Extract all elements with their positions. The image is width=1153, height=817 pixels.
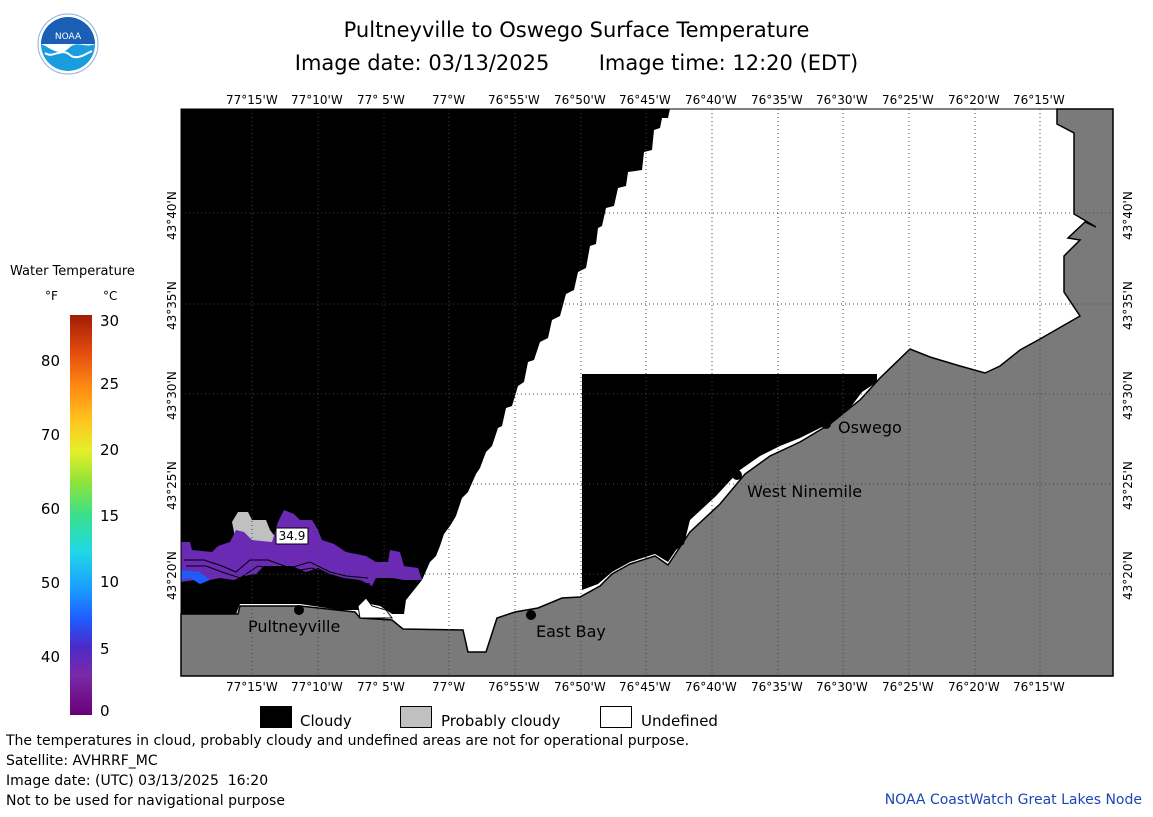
noaa-logo-icon: NOAA bbox=[37, 13, 99, 75]
place-label-west-ninemile: West Ninemile bbox=[747, 482, 863, 501]
cloudy-area-west bbox=[181, 109, 670, 614]
temperature-contour-line bbox=[184, 559, 371, 585]
lon-label: 76°20'W bbox=[948, 93, 1000, 107]
temperature-readout-box bbox=[275, 527, 309, 545]
disclaimer-note: The temperatures in cloud, probably clou… bbox=[6, 733, 690, 749]
lon-label: 76°25'W bbox=[882, 93, 934, 107]
utc-date-note: Image date: (UTC) 03/13/2025 16:20 bbox=[6, 773, 269, 789]
legend-unit-celsius: °C bbox=[103, 289, 118, 303]
lon-label: 77°10'W bbox=[291, 680, 343, 694]
legend-tick-c: 5 bbox=[100, 640, 110, 658]
lon-label: 76°55'W bbox=[488, 680, 540, 694]
map-gridlines bbox=[181, 109, 1113, 676]
west-ninemile-marker[interactable] bbox=[732, 470, 742, 480]
oswego-marker[interactable] bbox=[821, 419, 831, 429]
legend-tick-c: 15 bbox=[100, 507, 120, 525]
lat-label: 43°25'N bbox=[1121, 461, 1135, 510]
image-time: Image time: 12:20 (EDT) bbox=[598, 51, 859, 75]
legend-tick-c: 20 bbox=[100, 441, 120, 459]
lat-label: 43°40'N bbox=[1121, 191, 1135, 240]
image-datetime: Image date: 03/13/2025 Image time: 12:20… bbox=[0, 51, 1153, 75]
legend-title: Water Temperature bbox=[10, 264, 135, 279]
lat-label: 43°35'N bbox=[165, 281, 179, 330]
legend-label-cloudy: Cloudy bbox=[300, 712, 352, 730]
legend-label-probably-cloudy: Probably cloudy bbox=[441, 712, 561, 730]
lon-label: 76°30'W bbox=[816, 680, 868, 694]
lon-label: 76°35'W bbox=[751, 93, 803, 107]
lat-label: 43°20'N bbox=[1121, 551, 1135, 600]
place-label-pultneyville: Pultneyville bbox=[248, 617, 341, 636]
lon-label: 77° 5'W bbox=[357, 680, 405, 694]
lon-label: 76°35'W bbox=[751, 680, 803, 694]
lon-label: 76°20'W bbox=[948, 680, 1000, 694]
east-bay-marker[interactable] bbox=[526, 610, 536, 620]
pultneyville-marker[interactable] bbox=[294, 605, 304, 615]
water-temperature-blue bbox=[181, 570, 210, 584]
cloudy-area-east bbox=[582, 374, 877, 590]
lon-label: 76°50'W bbox=[554, 680, 606, 694]
legend-tick-f: 40 bbox=[40, 648, 60, 666]
legend-tick-f: 80 bbox=[40, 352, 60, 370]
legend-tick-c: 25 bbox=[100, 375, 120, 393]
lon-label: 76°45'W bbox=[619, 93, 671, 107]
legend-unit-fahrenheit: °F bbox=[45, 289, 58, 303]
lat-label: 43°40'N bbox=[165, 191, 179, 240]
lon-label: 76°15'W bbox=[1013, 93, 1065, 107]
image-date: Image date: 03/13/2025 bbox=[294, 51, 550, 75]
lon-label: 77°15'W bbox=[226, 680, 278, 694]
lon-label: 76°55'W bbox=[488, 93, 540, 107]
legend-tick-c: 30 bbox=[100, 312, 120, 330]
lon-label: 77°15'W bbox=[226, 93, 278, 107]
lon-label: 76°50'W bbox=[554, 93, 606, 107]
legend-swatch-cloudy bbox=[260, 706, 292, 728]
legend-tick-f: 60 bbox=[40, 500, 60, 518]
legend-swatch-undefined bbox=[600, 706, 632, 728]
lon-label: 77° 5'W bbox=[357, 93, 405, 107]
legend-tick-f: 70 bbox=[40, 426, 60, 444]
lon-label: 77°W bbox=[432, 680, 466, 694]
lat-label: 43°30'N bbox=[1121, 371, 1135, 420]
lon-label: 76°40'W bbox=[685, 680, 737, 694]
lon-label: 76°30'W bbox=[816, 93, 868, 107]
legend-tick-f: 50 bbox=[40, 574, 60, 592]
lon-label: 76°25'W bbox=[882, 680, 934, 694]
lon-label: 77°W bbox=[432, 93, 466, 107]
credit-label: NOAA CoastWatch Great Lakes Node bbox=[884, 792, 1142, 808]
legend-swatch-probably-cloudy bbox=[400, 706, 432, 728]
temperature-readout: 34.9 bbox=[279, 529, 306, 543]
lat-label: 43°30'N bbox=[165, 371, 179, 420]
lon-label: 76°15'W bbox=[1013, 680, 1065, 694]
place-label-oswego: Oswego bbox=[838, 418, 902, 437]
page-title: Pultneyville to Oswego Surface Temperatu… bbox=[343, 18, 810, 42]
logo-text: NOAA bbox=[55, 32, 82, 42]
lon-label: 77°10'W bbox=[291, 93, 343, 107]
legend-label-undefined: Undefined bbox=[641, 712, 718, 730]
lat-label: 43°35'N bbox=[1121, 281, 1135, 330]
legend-tick-c: 10 bbox=[100, 573, 120, 591]
navigation-note: Not to be used for navigational purpose bbox=[6, 793, 285, 809]
lon-label: 76°45'W bbox=[619, 680, 671, 694]
map-frame bbox=[180, 108, 1114, 677]
lat-label: 43°25'N bbox=[165, 461, 179, 510]
place-label-east-bay: East Bay bbox=[536, 622, 606, 641]
legend-tick-c: 0 bbox=[100, 702, 110, 720]
lon-label: 76°40'W bbox=[685, 93, 737, 107]
lat-label: 43°20'N bbox=[165, 551, 179, 600]
satellite-note: Satellite: AVHRRF_MC bbox=[6, 753, 158, 769]
land-area bbox=[180, 108, 1114, 677]
temperature-colorbar bbox=[70, 315, 92, 715]
